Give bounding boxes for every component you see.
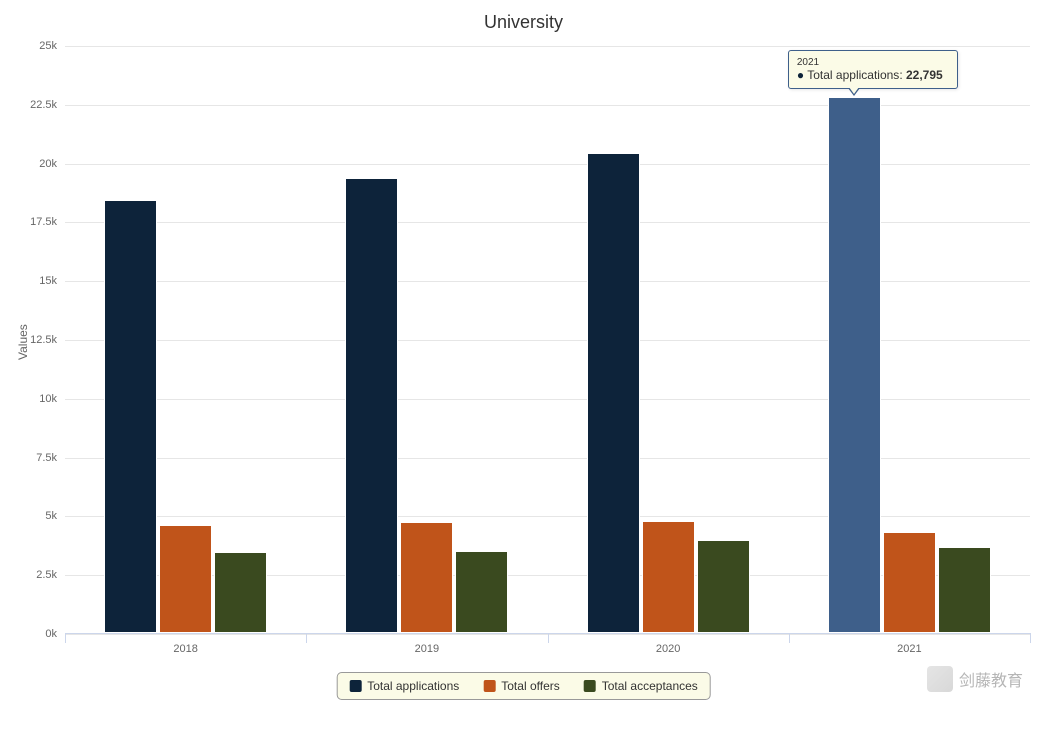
legend-label: Total offers (501, 679, 559, 693)
tooltip-dot-icon: ● (797, 68, 804, 82)
plot-area: 0k2.5k5k7.5k10k12.5k15k17.5k20k22.5k25k2… (65, 46, 1030, 634)
bar[interactable] (455, 551, 508, 633)
tooltip-series-name: Total applications (807, 68, 899, 82)
legend-item[interactable]: Total applications (349, 679, 459, 693)
tooltip-row: ● Total applications: 22,795 (797, 68, 949, 82)
x-tick (65, 633, 66, 643)
y-tick-label: 0k (45, 628, 57, 640)
bar[interactable] (214, 552, 267, 633)
tooltip-callout-fill-icon (849, 87, 859, 94)
y-axis-label: Values (16, 324, 30, 360)
watermark: 剑藤教育 (927, 666, 1023, 692)
y-tick-label: 22.5k (30, 99, 57, 111)
y-tick-label: 17.5k (30, 216, 57, 228)
x-tick-label: 2021 (897, 643, 921, 655)
bar[interactable] (883, 532, 936, 633)
watermark-text: 剑藤教育 (959, 667, 1023, 691)
bar[interactable] (642, 521, 695, 633)
bar[interactable] (159, 525, 212, 633)
legend-label: Total acceptances (602, 679, 698, 693)
gridline (65, 458, 1030, 459)
bar[interactable] (400, 522, 453, 633)
y-tick-label: 7.5k (36, 452, 57, 464)
legend-swatch-icon (483, 680, 495, 692)
gridline (65, 164, 1030, 165)
tooltip: 2021 ● Total applications: 22,795 (788, 50, 958, 89)
gridline (65, 46, 1030, 47)
gridline (65, 516, 1030, 517)
tooltip-category: 2021 (797, 57, 949, 68)
legend: Total applications Total offers Total acce… (336, 672, 711, 700)
y-tick-label: 10k (39, 393, 57, 405)
bar[interactable] (104, 200, 157, 633)
tooltip-value: 22,795 (906, 68, 943, 82)
x-tick (1030, 633, 1031, 643)
legend-swatch-icon (349, 680, 361, 692)
bar[interactable] (587, 153, 640, 633)
gridline (65, 340, 1030, 341)
legend-item[interactable]: Total offers (483, 679, 559, 693)
watermark-icon (927, 666, 953, 692)
x-tick (789, 633, 790, 643)
bar[interactable] (345, 178, 398, 633)
gridline (65, 105, 1030, 106)
legend-swatch-icon (584, 680, 596, 692)
legend-label: Total applications (367, 679, 459, 693)
y-tick-label: 12.5k (30, 334, 57, 346)
bar[interactable] (938, 547, 991, 633)
x-tick-label: 2018 (173, 643, 197, 655)
y-tick-label: 20k (39, 158, 57, 170)
chart-title: University (0, 12, 1047, 33)
gridline (65, 399, 1030, 400)
x-tick (548, 633, 549, 643)
chart-container: University Values 0k2.5k5k7.5k10k12.5k15… (0, 0, 1047, 732)
bar[interactable] (697, 540, 750, 633)
x-tick (306, 633, 307, 643)
x-tick-label: 2019 (415, 643, 439, 655)
gridline (65, 222, 1030, 223)
y-tick-label: 5k (45, 510, 57, 522)
y-tick-label: 25k (39, 40, 57, 52)
legend-item[interactable]: Total acceptances (584, 679, 698, 693)
bar[interactable] (828, 97, 881, 633)
y-tick-label: 2.5k (36, 569, 57, 581)
y-tick-label: 15k (39, 275, 57, 287)
gridline (65, 281, 1030, 282)
x-tick-label: 2020 (656, 643, 680, 655)
